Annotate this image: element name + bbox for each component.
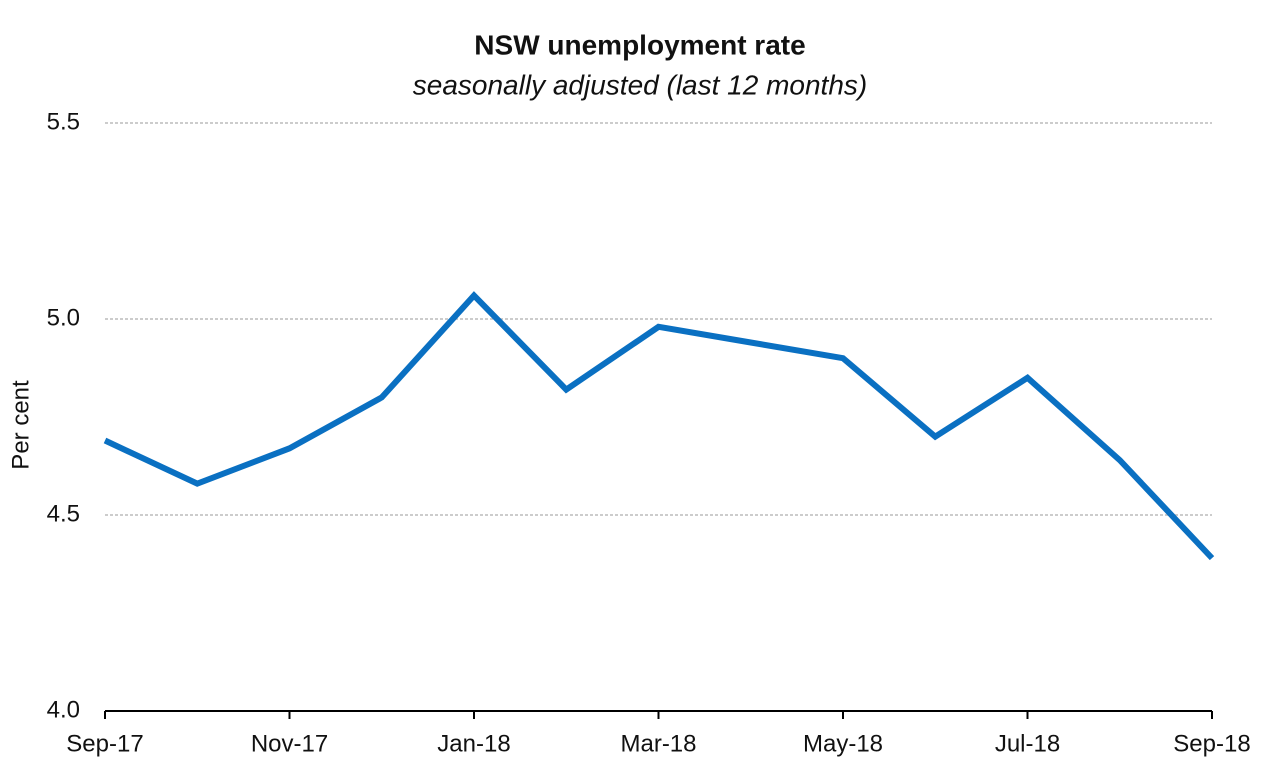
y-axis-label: Per cent (7, 380, 34, 470)
chart-subtitle: seasonally adjusted (last 12 months) (413, 69, 867, 100)
y-tick-label: 5.0 (47, 304, 80, 331)
x-tick-label: Nov-17 (251, 730, 328, 757)
x-tick-label: Jul-18 (995, 730, 1060, 757)
y-tick-label: 4.0 (47, 696, 80, 723)
x-tick-label: May-18 (803, 730, 883, 757)
x-tick-label: Mar-18 (620, 730, 696, 757)
line (103, 291, 1215, 561)
x-tick-label: Sep-17 (66, 730, 143, 757)
x-tick-label: Sep-18 (1173, 730, 1250, 757)
x-tick-label: Jan-18 (437, 730, 510, 757)
chart-title: NSW unemployment rate (474, 29, 805, 60)
y-tick-label: 4.5 (47, 500, 80, 527)
y-tick-label: 5.5 (47, 108, 80, 135)
